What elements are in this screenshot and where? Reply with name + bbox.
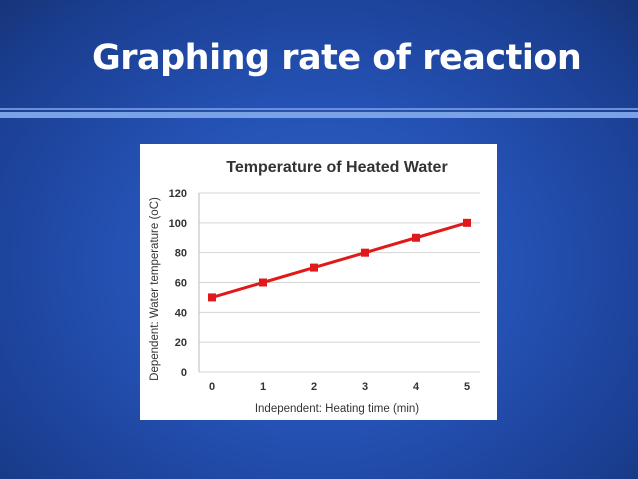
data-point-marker: [361, 248, 369, 257]
data-point-marker: [208, 293, 216, 302]
chart-title: Temperature of Heated Water: [226, 159, 447, 176]
y-tick-label: 80: [175, 248, 187, 260]
x-axis-label: Independent: Heating time (min): [255, 403, 419, 415]
x-tick-label: 1: [260, 381, 266, 393]
data-point-marker: [259, 278, 267, 287]
y-tick-label: 100: [169, 218, 187, 230]
data-point-marker: [412, 233, 420, 242]
chart-panel: Temperature of Heated Water Dependent: W…: [140, 144, 497, 420]
y-axis-label: Dependent: Water temperature (oC): [149, 197, 161, 381]
x-tick-label: 2: [311, 381, 317, 393]
y-tick-label: 0: [181, 367, 187, 379]
x-tick-label: 5: [464, 381, 470, 393]
y-tick-label: 120: [169, 188, 187, 200]
y-tick-label: 60: [175, 278, 187, 290]
title-divider-thick: [0, 112, 638, 118]
data-point-marker: [310, 263, 318, 272]
data-point-marker: [463, 218, 471, 227]
slide-title: Graphing rate of reaction: [92, 38, 582, 78]
x-tick-label: 0: [209, 381, 215, 393]
y-tick-label: 40: [175, 307, 187, 319]
line-chart: Temperature of Heated Water Dependent: W…: [149, 159, 480, 415]
x-tick-label: 3: [362, 381, 368, 393]
title-divider-thin: [0, 108, 638, 110]
x-tick-label: 4: [413, 381, 420, 393]
series-line: [211, 221, 468, 299]
y-tick-label: 20: [175, 337, 187, 349]
